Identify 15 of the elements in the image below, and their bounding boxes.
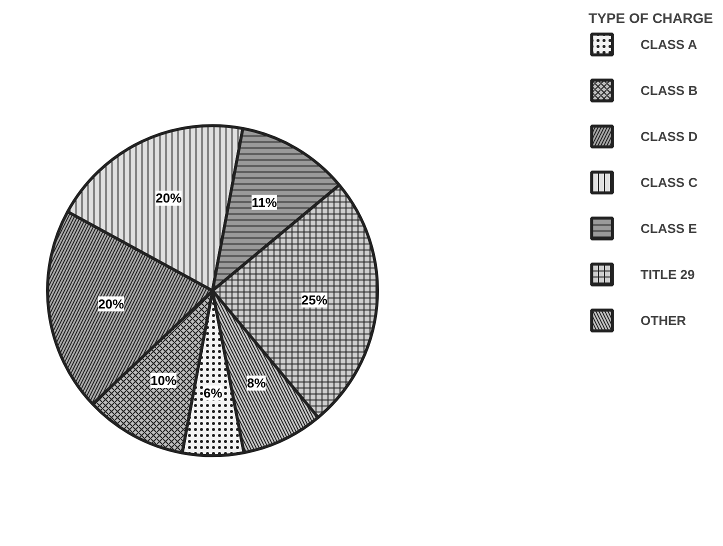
data-label: 20% (156, 190, 182, 206)
data-label: 25% (301, 292, 328, 308)
data-label: 8% (247, 376, 266, 391)
data-label: 20% (98, 296, 125, 312)
legend-label: OTHER (640, 312, 686, 328)
legend-label: CLASS A (640, 36, 698, 52)
legend-label: CLASS B (640, 82, 698, 98)
legend-label: TITLE 29 (640, 266, 695, 282)
data-label: 10% (150, 373, 177, 388)
legend-label: CLASS E (640, 220, 697, 236)
legend-label: CLASS C (640, 174, 698, 190)
legend-label: CLASS D (640, 128, 698, 144)
legend-title: TYPE OF CHARGE (588, 10, 713, 26)
data-label: 11% (252, 194, 278, 210)
data-label: 6% (203, 386, 223, 400)
